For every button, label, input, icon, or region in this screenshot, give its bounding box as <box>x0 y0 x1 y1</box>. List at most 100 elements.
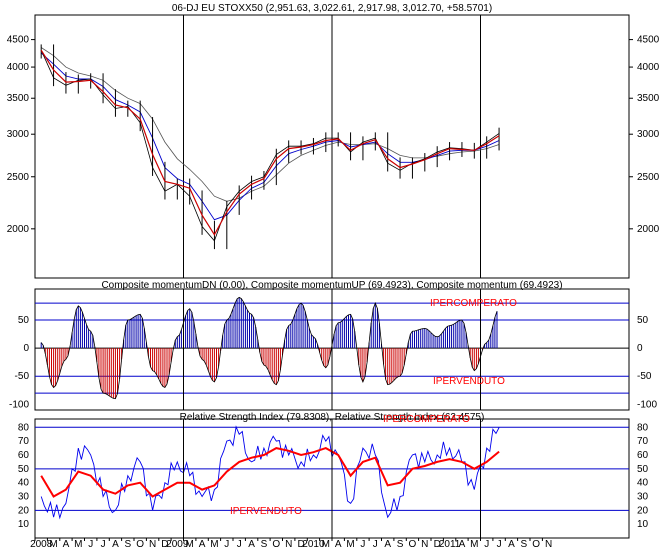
rsi-tick-label-left: 30 <box>18 491 30 502</box>
x-tick-label: S <box>261 539 268 549</box>
momentum-tick-label-right: 50 <box>637 315 649 326</box>
momentum-year-markers <box>183 289 481 410</box>
x-tick-label: J <box>88 539 93 549</box>
x-tick-label: D <box>161 539 168 549</box>
price-tick-label-left: 2000 <box>7 224 30 235</box>
momentum-oversold-label: IPERVENDUTO <box>433 376 505 387</box>
price-tick-label-right: 4000 <box>637 62 660 73</box>
momentum-bars <box>40 296 498 400</box>
x-tick-label: M <box>322 539 330 549</box>
x-tick-label: 2009 <box>166 539 189 549</box>
x-tick-label: A <box>248 539 255 549</box>
x-tick-label: J <box>373 539 378 549</box>
momentum-tick-label-right: -100 <box>637 399 657 410</box>
rsi-tick-label-right: 40 <box>637 478 649 489</box>
x-tick-label: A <box>459 539 466 549</box>
x-tick-label: J <box>360 539 365 549</box>
rsi-series <box>40 425 500 520</box>
price-tick-label-left: 3000 <box>7 129 30 140</box>
price-y-axis-right: 2000 2500 3000 3500 4000 4500 <box>629 35 660 235</box>
price-tick-label-left: 2500 <box>7 172 30 183</box>
price-tick-label-right: 2500 <box>637 172 660 183</box>
x-tick-label: O <box>409 539 417 549</box>
rsi-tick-label-left: 50 <box>18 464 30 475</box>
price-title: 06-DJ EU STOXX50 (2,951.63, 3,022.61, 2,… <box>172 3 492 14</box>
rsi-tick-label-right: 70 <box>637 436 649 447</box>
momentum-tick-label-left: -100 <box>9 399 29 410</box>
rsi-oversold-label: IPERVENDUTO <box>230 506 302 517</box>
rsi-tick-label-left: 70 <box>18 436 30 447</box>
price-panel: 06-DJ EU STOXX50 (2,951.63, 3,022.61, 2,… <box>7 3 660 279</box>
price-y-axis-left: 2000 2500 3000 3500 4000 4500 <box>7 35 35 235</box>
momentum-tick-label-right: -50 <box>637 371 652 382</box>
rsi-tick-label-left: 10 <box>18 519 30 530</box>
rsi-tick-label-right: 80 <box>637 422 649 433</box>
x-tick-label: N <box>545 539 552 549</box>
rsi-slow-line <box>40 447 500 498</box>
x-tick-label: S <box>124 539 131 549</box>
x-tick-label: M <box>74 539 82 549</box>
price-tick-label-left: 3500 <box>7 93 30 104</box>
x-tick-label: M <box>470 539 478 549</box>
x-tick-label: S <box>520 539 527 549</box>
price-tick-label-right: 3000 <box>637 129 660 140</box>
price-tick-label-right: 3500 <box>637 93 660 104</box>
rsi-overbought-label: IPERCOMPERATO <box>383 414 470 425</box>
rsi-tick-label-left: 40 <box>18 478 30 489</box>
x-tick-label: M <box>346 539 354 549</box>
momentum-tick-label-left: 0 <box>23 343 29 354</box>
x-tick-label: J <box>101 539 106 549</box>
x-tick-label: J <box>484 539 489 549</box>
momentum-tick-label-right: 0 <box>637 343 643 354</box>
momentum-panel: Composite momentumDN (0.00), Composite m… <box>9 280 657 411</box>
x-tick-label: M <box>186 539 194 549</box>
moving-average-fast-line <box>40 49 500 236</box>
x-tick-label: S <box>397 539 404 549</box>
rsi-tick-label-left: 20 <box>18 505 30 516</box>
rsi-tick-label-right: 10 <box>637 519 649 530</box>
rsi-y-axis-right: 10 20 30 40 50 60 70 80 <box>637 422 649 530</box>
x-tick-label: A <box>508 539 515 549</box>
rsi-panel: Relative Strength Index (79.8308), Relat… <box>18 412 649 539</box>
price-tick-label-right: 2000 <box>637 224 660 235</box>
momentum-overbought-label: IPERCOMPERATO <box>430 298 517 309</box>
x-tick-label: J <box>497 539 502 549</box>
x-tick-label: A <box>63 539 70 549</box>
x-tick-label: O <box>272 539 280 549</box>
momentum-tick-label-left: 50 <box>18 315 30 326</box>
x-tick-label: N <box>149 539 156 549</box>
momentum-outline <box>40 296 498 400</box>
price-series <box>40 44 500 250</box>
x-tick-label: O <box>136 539 144 549</box>
rsi-y-axis-left: 10 20 30 40 50 60 70 80 <box>18 422 30 530</box>
x-tick-label: A <box>112 539 119 549</box>
x-tick-label: M <box>210 539 218 549</box>
rsi-tick-label-right: 30 <box>637 491 649 502</box>
momentum-tick-label-left: -50 <box>15 371 30 382</box>
price-line <box>40 50 500 242</box>
rsi-tick-label-left: 60 <box>18 450 30 461</box>
x-tick-label: D <box>297 539 304 549</box>
x-tick-label: O <box>532 539 540 549</box>
x-tick-label: M <box>49 539 57 549</box>
price-tick-label-right: 4500 <box>637 35 660 46</box>
price-tick-label-left: 4500 <box>7 35 30 46</box>
x-tick-label: D <box>434 539 441 549</box>
x-tick-label: A <box>384 539 391 549</box>
price-tick-label-left: 4000 <box>7 62 30 73</box>
x-tick-label: 2010 <box>302 539 325 549</box>
x-tick-label: 2008 <box>30 539 53 549</box>
rsi-fast-line <box>40 425 500 520</box>
momentum-y-axis-right: -100 -50 0 50 <box>637 315 657 410</box>
x-tick-label: N <box>285 539 292 549</box>
momentum-y-axis-left: -100 -50 0 50 <box>9 315 29 410</box>
x-tick-label: 2011 <box>439 539 461 549</box>
rsi-tick-label-right: 20 <box>637 505 649 516</box>
rsi-title: Relative Strength Index (79.8308), Relat… <box>180 412 485 423</box>
rsi-tick-label-right: 50 <box>637 464 649 475</box>
rsi-tick-label-left: 80 <box>18 422 30 433</box>
x-tick-label: A <box>199 539 206 549</box>
